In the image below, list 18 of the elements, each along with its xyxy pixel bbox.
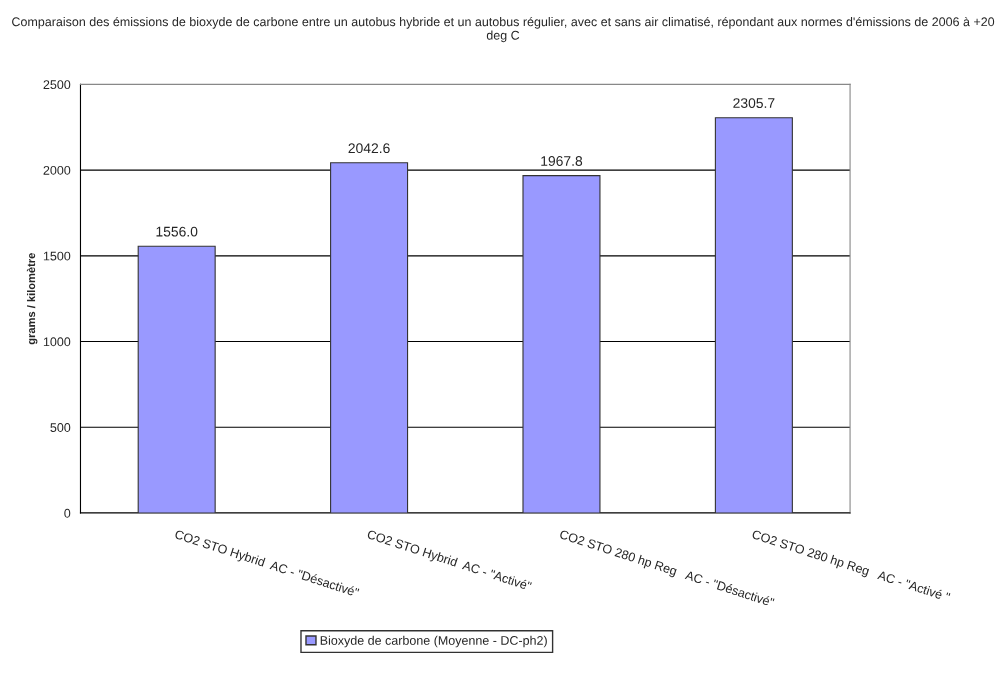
y-tick-label: 1500 — [43, 251, 71, 261]
text: 1556.0 — [156, 226, 198, 237]
x-tick-label: CO2 STO Hybrid AC - "Activé" — [366, 529, 533, 594]
bar — [714, 117, 793, 513]
text: 2042.6 — [348, 143, 390, 154]
y-tick-label: 500 — [50, 423, 71, 432]
legend-label: Bioxyde de carbone (Moyenne - DC-ph2) — [320, 635, 547, 648]
y-tick-label: 2500 — [43, 80, 71, 90]
bar — [137, 245, 216, 513]
bar — [330, 162, 409, 513]
text: 1967.8 — [541, 156, 583, 166]
y-tick-label: 2000 — [43, 165, 71, 175]
chart-title: Comparaison des émissions de bioxyde de carbone entre un autobus hybride et un autobus régulier, avec et sans air climatisé, répondant aux normes d'émissions de 2006 à +20 deg C — [12, 16, 995, 43]
y-tick-label: 1000 — [43, 337, 71, 347]
bar — [522, 175, 601, 513]
y-axis-title: grams / kilomètre — [26, 253, 38, 345]
y-tick-label: 0 — [64, 508, 71, 518]
text: 2305.7 — [733, 98, 775, 108]
